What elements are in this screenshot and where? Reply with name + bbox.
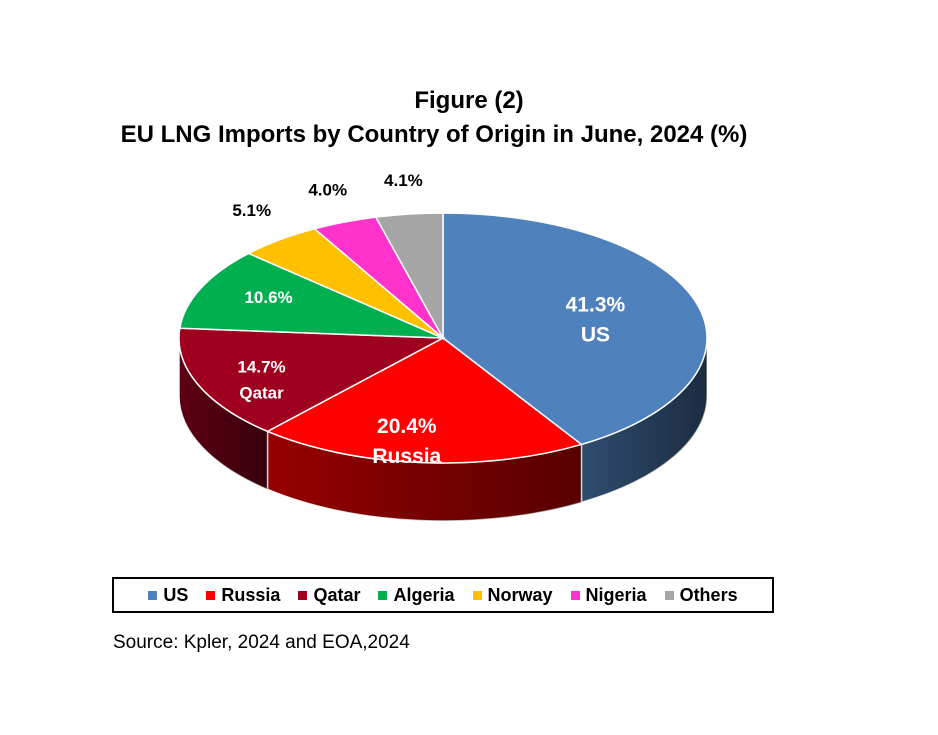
data-label-russia: 20.4% [377, 415, 437, 438]
source-note: Source: Kpler, 2024 and EOA,2024 [113, 632, 410, 653]
pie-side-shade-russia [267, 431, 582, 521]
legend-label-algeria: Algeria [393, 584, 455, 605]
pie-side-shade-us [581, 338, 707, 503]
data-label-us: 41.3% [566, 294, 626, 317]
legend-swatch-us [148, 590, 158, 600]
chart-title: EU LNG Imports by Country of Origin in J… [120, 121, 748, 148]
legend-label-russia: Russia [221, 584, 281, 605]
legend-swatch-russia [206, 590, 216, 600]
figure-number: Figure (2) [414, 87, 524, 114]
category-label-russia: Russia [372, 445, 441, 468]
legend-swatch-norway [472, 590, 482, 600]
legend-swatch-qatar [298, 590, 308, 600]
pie-slice-russia [265, 337, 584, 464]
data-label-others: 4.1% [384, 171, 423, 190]
legend-item-russia: Russia [206, 585, 280, 606]
legend-swatch-others [664, 590, 674, 600]
legend-item-norway: Norway [472, 584, 553, 606]
legend-label-us: US [163, 584, 189, 605]
data-label-qatar: 14.7% [237, 358, 285, 377]
data-label-nigeria: 4.0% [308, 180, 347, 199]
category-label-qatar: Qatar [239, 384, 284, 403]
legend-item-nigeria: Nigeria [570, 584, 647, 606]
data-label-norway: 5.1% [232, 201, 271, 220]
pie-slice-qatar [178, 327, 446, 433]
legend-label-qatar: Qatar [313, 584, 361, 605]
pie-slice-algeria [178, 252, 444, 339]
legend-swatch-nigeria [570, 590, 580, 600]
pie-slice-others [374, 212, 444, 341]
legend-item-algeria: Algeria [378, 584, 455, 606]
pie-side-shade-qatar [179, 338, 268, 490]
legend-label-others: Others [679, 584, 738, 605]
pie-slice-us [442, 212, 708, 446]
legend-item-others: Others [664, 584, 738, 606]
data-label-algeria: 10.6% [244, 288, 292, 307]
legend-item-qatar: Qatar [298, 585, 360, 606]
category-label-us: US [581, 324, 610, 347]
legend-label-norway: Norway [487, 584, 553, 605]
legend-item-us: US [148, 585, 188, 606]
legend-swatch-algeria [378, 590, 388, 600]
chart-legend: US Russia Qatar Algeria Norway Nigeria Others [112, 577, 774, 613]
legend-label-nigeria: Nigeria [585, 584, 647, 605]
